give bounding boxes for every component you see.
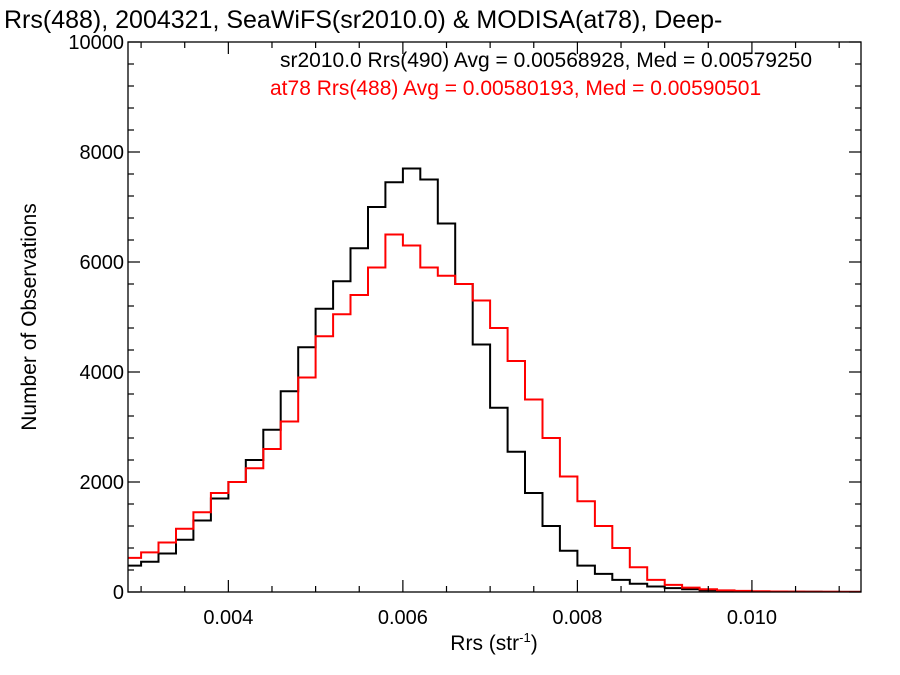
y-axis-label: Number of Observations [18, 203, 41, 431]
legend-entry-sr2010: sr2010.0 Rrs(490) Avg = 0.00568928, Med … [280, 49, 812, 72]
y-tick-label: 8000 [80, 142, 125, 164]
x-axis-label-main: Rrs (str [450, 632, 519, 655]
x-tick-label: 0.008 [552, 607, 602, 629]
series-layer [128, 167, 861, 592]
y-tick-label: 0 [113, 582, 124, 604]
series-line-1 [128, 233, 861, 592]
legend-entry-at78: at78 Rrs(488) Avg = 0.00580193, Med = 0.… [270, 77, 761, 100]
x-axis-label-close: ) [531, 632, 538, 655]
series-line-0 [128, 167, 861, 592]
chart-title: Rrs(488), 2004321, SeaWiFS(sr2010.0) & M… [4, 6, 722, 34]
x-axis-label: Rrs (str-1) [450, 630, 537, 655]
x-tick-label: 0.010 [727, 607, 777, 629]
x-tick-label: 0.004 [203, 607, 253, 629]
y-tick-label: 6000 [80, 252, 125, 274]
plot-frame [127, 41, 862, 593]
x-tick-label: 0.006 [378, 607, 428, 629]
x-axis-label-superscript: -1 [519, 630, 531, 645]
y-tick-label: 2000 [80, 472, 125, 494]
axis-ticks: 0.004 0.006 0.008 0.010 0 2000 4000 6000 8000 100… [68, 32, 861, 629]
y-tick-label: 4000 [80, 362, 125, 384]
y-tick-label: 10000 [68, 32, 124, 54]
